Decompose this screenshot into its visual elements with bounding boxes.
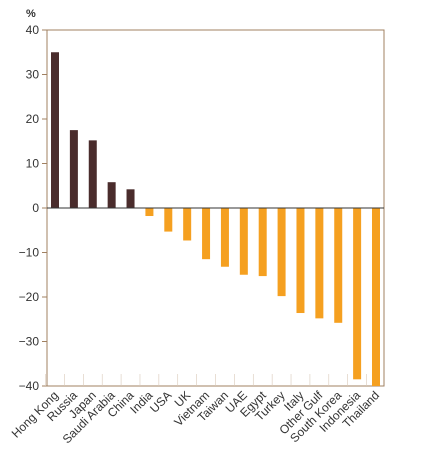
bar <box>220 208 229 267</box>
bar <box>202 208 211 260</box>
bar <box>296 208 305 314</box>
y-axis: 40 30 20 10 0 −10 −20 −30 −40 <box>19 23 47 393</box>
bar <box>372 208 380 386</box>
bar <box>88 140 97 208</box>
bar <box>107 182 116 208</box>
y-tick-label: −40 <box>19 379 40 393</box>
bar <box>277 208 286 297</box>
y-tick-label: 0 <box>32 201 39 215</box>
y-tick-label: 10 <box>26 157 40 171</box>
y-axis-unit-label: % <box>26 8 36 20</box>
y-tick-label: −10 <box>19 246 40 260</box>
bar <box>145 208 154 217</box>
bar <box>258 208 267 277</box>
y-tick-label: −30 <box>19 335 40 349</box>
bar <box>69 130 78 208</box>
y-tick-label: 30 <box>26 68 40 82</box>
bar <box>183 208 192 241</box>
bar <box>164 208 173 232</box>
bar <box>51 52 59 208</box>
bar <box>315 208 324 319</box>
y-tick-label: 40 <box>26 23 40 37</box>
bar <box>353 208 362 380</box>
x-tick-label: USA <box>147 388 174 415</box>
bar <box>334 208 343 323</box>
bar-series <box>51 52 380 386</box>
bar <box>126 189 135 208</box>
bar <box>239 208 248 275</box>
y-tick-label: 20 <box>26 112 40 126</box>
y-tick-label: −20 <box>19 290 40 304</box>
